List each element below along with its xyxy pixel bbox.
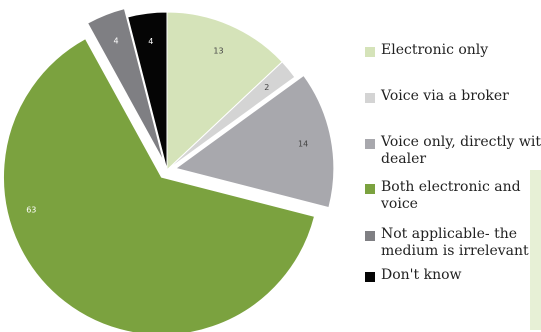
legend-item-dont-know: Don't know: [365, 267, 541, 284]
legend-swatch: [365, 272, 375, 282]
legend-item-electronic-only: Electronic only: [365, 42, 541, 59]
legend-swatch: [365, 231, 375, 241]
legend-swatch: [365, 139, 375, 149]
legend-label: Not applicable- the medium is irrelevant: [381, 226, 529, 259]
legend-item-not-applicable: Not applicable- the medium is irrelevant: [365, 226, 541, 260]
legend-label: Don't know: [381, 267, 462, 283]
legend-item-voice-via-broker: Voice via a broker: [365, 88, 541, 105]
pie-data-label-3: 63: [26, 206, 36, 215]
legend-label: Voice via a broker: [381, 88, 509, 104]
legend-swatch: [365, 184, 375, 194]
pie-data-label-2: 14: [298, 140, 308, 149]
legend-label: Voice only, directly with dealer: [381, 134, 541, 167]
pie-slice-0: [166, 11, 283, 172]
legend-label: Both electronic and voice: [381, 179, 521, 212]
pie-data-label-4: 4: [113, 37, 118, 46]
pie-slice-1: [166, 61, 296, 171]
pie-slice-4: [86, 7, 165, 162]
pie-slice-5: [127, 11, 168, 171]
pie-data-label-5: 4: [148, 37, 153, 46]
legend-swatch: [365, 93, 375, 103]
legend-label: Electronic only: [381, 42, 489, 58]
legend-item-both-electronic-voice: Both electronic and voice: [365, 179, 541, 213]
pie-data-label-0: 13: [213, 47, 223, 56]
pie-data-label-1: 2: [264, 83, 269, 92]
legend-swatch: [365, 47, 375, 57]
pie-slice-3: [2, 37, 316, 332]
pie-slice-2: [174, 74, 335, 209]
side-panel-strip: [530, 170, 541, 330]
legend-item-voice-only-dealer: Voice only, directly with dealer: [365, 134, 541, 168]
